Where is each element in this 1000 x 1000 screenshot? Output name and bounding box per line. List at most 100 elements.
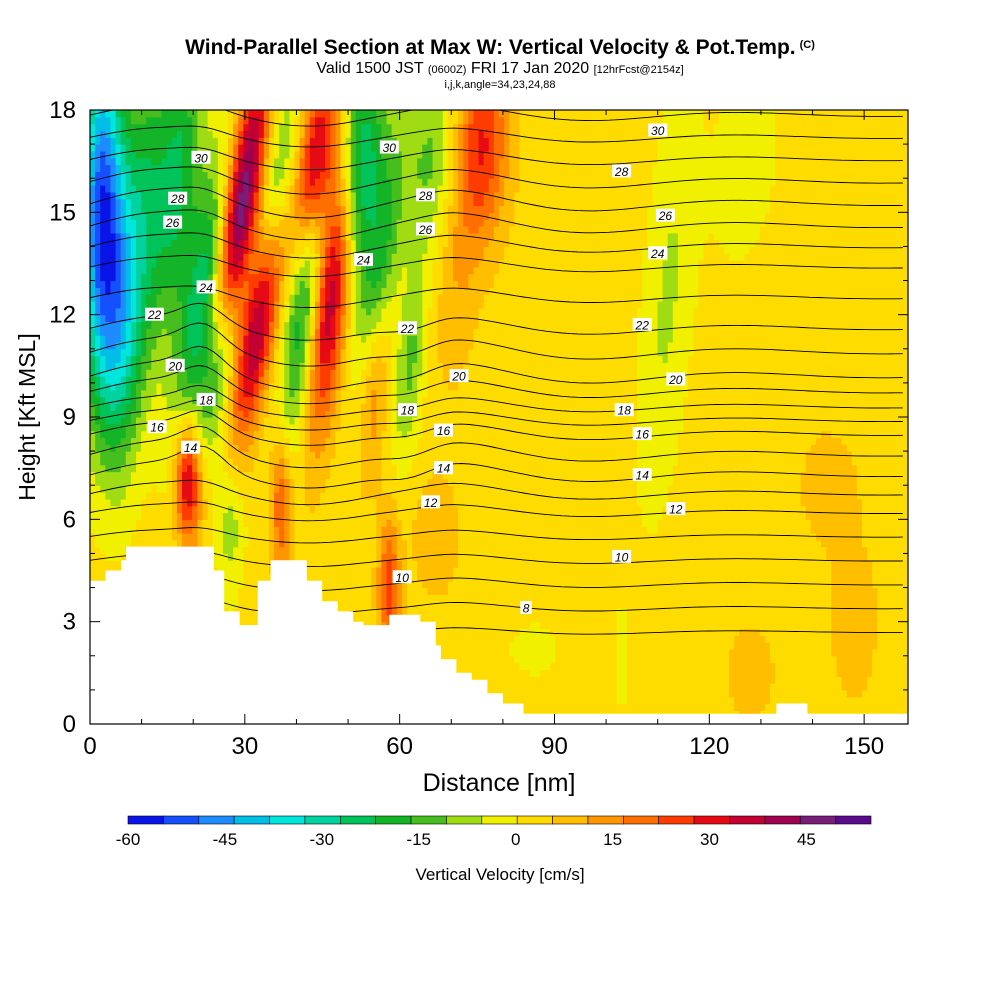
w-cell (120, 512, 127, 520)
w-cell (176, 110, 183, 118)
w-cell (314, 505, 321, 514)
w-cell (197, 403, 204, 411)
w-cell (192, 171, 198, 179)
w-cell (228, 382, 234, 391)
w-cell (258, 171, 265, 179)
w-cell (110, 451, 117, 459)
w-cell (161, 239, 168, 248)
w-cell (228, 423, 234, 432)
w-cell (258, 485, 265, 493)
w-cell (345, 587, 352, 595)
w-cell (151, 471, 158, 479)
w-cell (268, 246, 275, 254)
w-cell (217, 123, 224, 132)
w-cell (222, 444, 229, 452)
w-cell (130, 389, 137, 398)
w-cell (360, 437, 367, 445)
w-cell (222, 423, 229, 432)
w-cell (90, 178, 96, 186)
w-cell (202, 403, 209, 411)
w-cell (156, 260, 163, 268)
w-cell (141, 219, 147, 227)
w-cell (212, 130, 219, 138)
w-cell (212, 307, 219, 316)
w-cell (355, 417, 362, 425)
w-cell (110, 110, 117, 118)
w-cell (299, 273, 306, 282)
w-cell (187, 471, 193, 479)
w-cell (105, 110, 112, 118)
w-cell (161, 191, 168, 200)
w-cell (95, 457, 101, 466)
w-cell (207, 144, 214, 152)
w-cell (120, 457, 127, 466)
w-cell (243, 451, 250, 459)
w-cell (141, 457, 147, 466)
w-cell (371, 512, 377, 520)
w-cell (233, 225, 239, 234)
w-cell (345, 444, 352, 452)
w-cell (279, 389, 285, 398)
w-cell (197, 219, 204, 227)
w-cell (105, 266, 112, 275)
w-cell (355, 341, 362, 350)
w-cell (345, 260, 352, 268)
w-cell (228, 198, 234, 207)
w-cell (238, 362, 244, 370)
w-cell (125, 464, 132, 473)
w-cell (110, 116, 117, 125)
w-cell (279, 335, 285, 343)
w-cell (284, 362, 290, 370)
w-cell (110, 205, 117, 213)
w-cell (263, 348, 270, 357)
w-cell (284, 519, 290, 527)
w-cell (268, 519, 275, 527)
w-cell (115, 219, 122, 227)
w-cell (350, 519, 357, 527)
w-cell (345, 485, 352, 493)
w-cell (248, 178, 255, 186)
w-cell (279, 341, 285, 350)
w-cell (95, 294, 101, 302)
w-cell (309, 471, 316, 479)
w-cell (90, 246, 96, 254)
w-cell (360, 328, 367, 336)
w-cell (212, 185, 219, 193)
w-cell (345, 314, 352, 323)
w-cell (263, 498, 270, 507)
w-cell (366, 198, 372, 207)
w-cell (207, 246, 214, 254)
w-cell (207, 335, 214, 343)
w-cell (90, 116, 96, 125)
w-cell (192, 130, 198, 138)
w-cell (289, 144, 296, 152)
w-cell (171, 341, 178, 350)
w-cell (330, 546, 336, 555)
w-cell (166, 328, 173, 336)
w-cell (95, 137, 101, 145)
w-cell (253, 280, 260, 288)
w-cell (95, 287, 101, 295)
w-cell (243, 457, 250, 466)
w-cell (207, 410, 214, 418)
w-cell (166, 376, 173, 384)
w-cell (182, 485, 188, 493)
w-cell (243, 335, 250, 343)
w-cell (222, 430, 229, 439)
w-cell (274, 253, 280, 261)
w-cell (161, 341, 168, 350)
w-cell (192, 451, 198, 459)
w-cell (146, 389, 152, 398)
w-cell (360, 198, 367, 207)
w-cell (171, 335, 178, 343)
w-cell (176, 239, 183, 248)
w-cell (320, 246, 326, 254)
w-cell (156, 150, 163, 159)
w-cell (130, 382, 137, 391)
w-cell (350, 178, 357, 186)
w-cell (120, 328, 127, 336)
w-cell (161, 232, 168, 241)
w-cell (187, 485, 193, 493)
w-cell (105, 116, 112, 125)
w-cell (304, 328, 311, 336)
